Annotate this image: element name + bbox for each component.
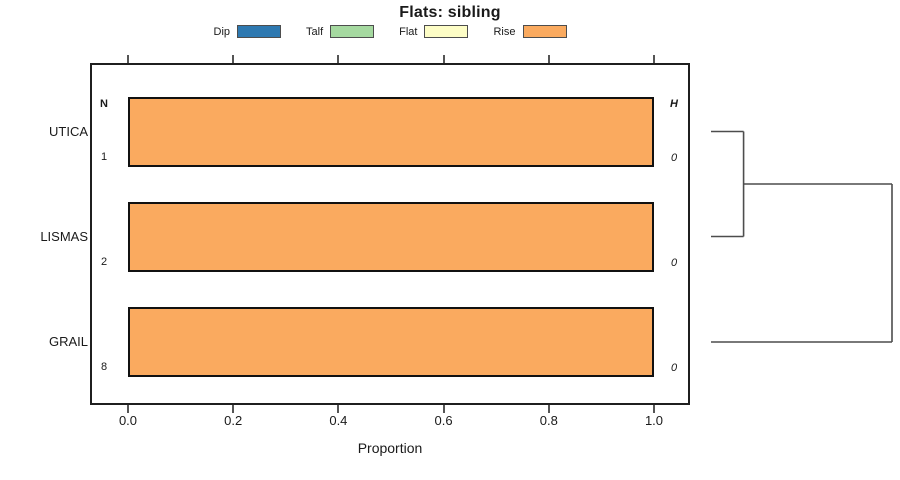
x-axis-tick-bottom <box>547 405 550 413</box>
legend-item-flat: Flat <box>399 25 469 38</box>
x-axis-tick-top <box>442 55 445 63</box>
x-axis-title: Proportion <box>357 440 423 456</box>
x-axis-tick-bottom <box>232 405 235 413</box>
legend-swatch <box>424 25 469 38</box>
legend-swatch <box>237 25 282 38</box>
n-value: 1 <box>100 150 108 163</box>
n-value: 2 <box>100 255 108 268</box>
legend-item-talf: Talf <box>306 25 375 38</box>
x-axis-tick-label: 0.6 <box>434 413 453 428</box>
bar-segment-rise <box>128 307 654 377</box>
x-axis-tick-label: 0.8 <box>539 413 558 428</box>
x-axis-tick-bottom <box>653 405 655 413</box>
bar-segment-rise <box>128 96 654 167</box>
h-value: 0 <box>670 256 678 269</box>
legend-swatch <box>330 25 375 38</box>
category-label-utica: UTICA <box>49 123 88 139</box>
legend: Dip Talf Flat Rise <box>90 23 690 40</box>
legend-label: Flat <box>399 25 418 38</box>
x-axis-tick-label: 0.0 <box>118 413 138 428</box>
bar-segment-rise <box>128 201 654 272</box>
h-value: 0 <box>670 362 678 374</box>
dendrogram <box>711 130 893 343</box>
x-axis-tick-top <box>232 55 235 63</box>
h-column-header: H <box>670 97 678 110</box>
x-axis-tick-top <box>653 55 655 63</box>
h-value: 0 <box>670 151 678 164</box>
x-axis-tick-top <box>547 55 550 63</box>
x-axis-tick-label: 0.2 <box>224 413 243 428</box>
category-label-grail: GRAIL <box>48 334 88 349</box>
n-value: 8 <box>100 361 108 373</box>
x-axis-tick-label: 0.4 <box>329 413 348 428</box>
legend-item-rise: Rise <box>493 25 567 38</box>
legend-label: Dip <box>213 25 231 38</box>
n-column-header: N <box>100 97 108 110</box>
x-axis-tick-bottom <box>337 405 340 413</box>
legend-item-dip: Dip <box>214 25 282 38</box>
legend-label: Talf <box>306 25 324 38</box>
x-axis-tick-label: 1.0 <box>644 413 664 428</box>
category-label-lismas: LISMAS <box>40 228 88 244</box>
x-axis-tick-top <box>127 55 129 63</box>
x-axis-tick-top <box>337 55 340 63</box>
legend-swatch <box>522 25 567 38</box>
legend-label: Rise <box>493 25 516 38</box>
x-axis-tick-bottom <box>442 405 445 413</box>
x-axis-tick-bottom <box>127 405 129 413</box>
chart-title: Flats: sibling <box>399 4 501 21</box>
